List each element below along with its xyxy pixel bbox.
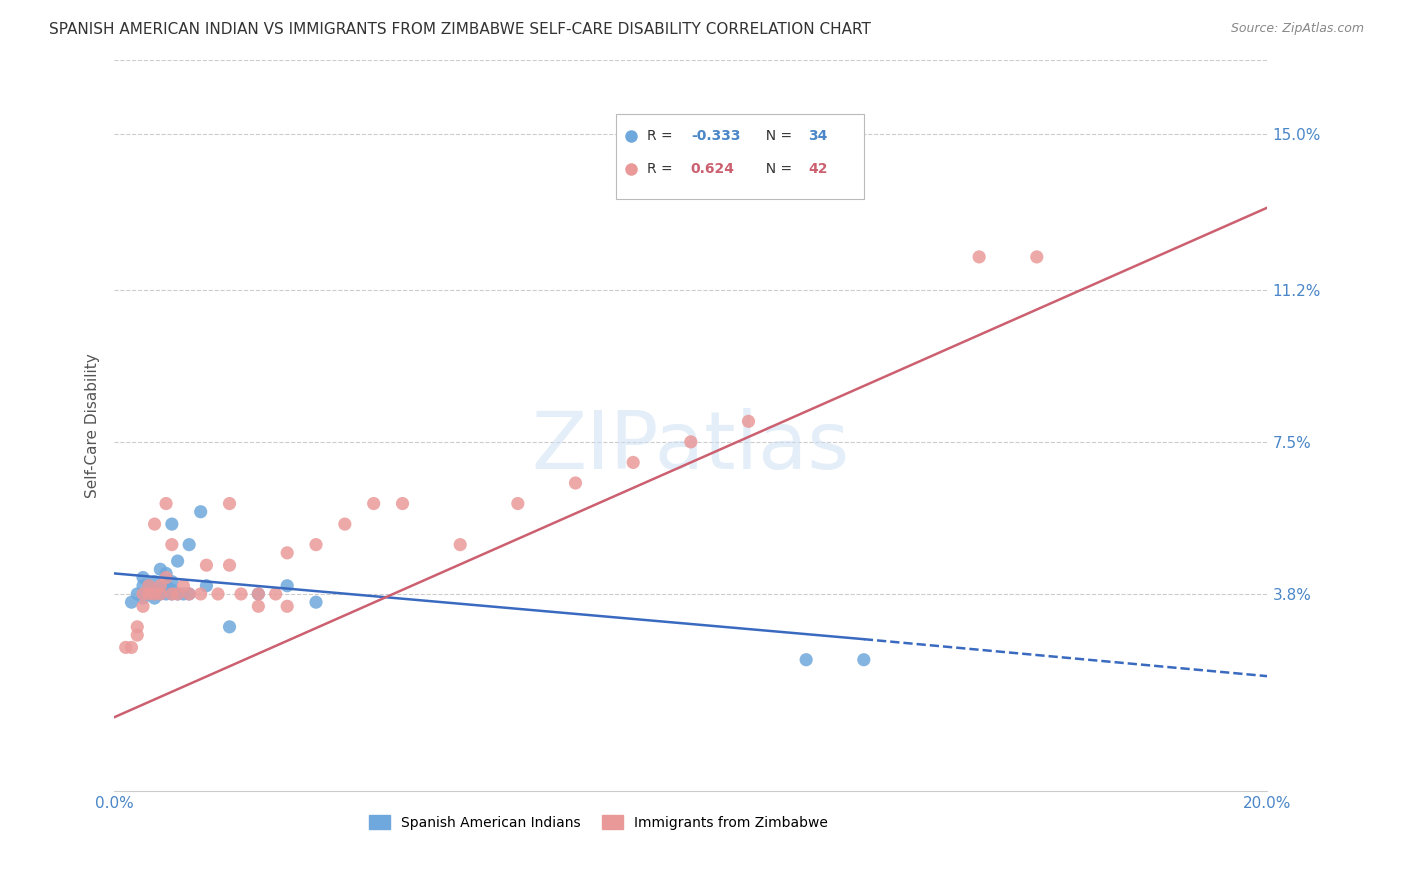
Point	[132, 587, 155, 601]
Point	[132, 591, 155, 605]
Point	[160, 587, 183, 601]
Point	[621, 455, 644, 469]
Point	[160, 582, 183, 597]
Y-axis label: Self-Care Disability: Self-Care Disability	[86, 353, 100, 498]
Point	[218, 558, 240, 573]
Point	[143, 517, 166, 532]
Point	[155, 496, 177, 510]
Point	[143, 574, 166, 589]
Point	[138, 579, 160, 593]
Point	[195, 558, 218, 573]
Text: 34: 34	[808, 129, 828, 144]
Point	[132, 599, 155, 614]
Point	[138, 582, 160, 597]
Point	[852, 653, 875, 667]
Point	[127, 628, 149, 642]
Point	[132, 570, 155, 584]
Point	[138, 587, 160, 601]
Point	[143, 587, 166, 601]
Point	[967, 250, 990, 264]
Point	[149, 587, 172, 601]
Point	[229, 587, 252, 601]
Text: R =: R =	[647, 129, 678, 144]
Point	[737, 414, 759, 428]
Point	[247, 599, 270, 614]
Point	[143, 587, 166, 601]
Point	[333, 517, 356, 532]
Point	[179, 587, 201, 601]
Point	[391, 496, 413, 510]
Point	[138, 579, 160, 593]
Point	[138, 587, 160, 601]
Text: SPANISH AMERICAN INDIAN VS IMMIGRANTS FROM ZIMBABWE SELF-CARE DISABILITY CORRELA: SPANISH AMERICAN INDIAN VS IMMIGRANTS FR…	[49, 22, 872, 37]
Legend: Spanish American Indians, Immigrants from Zimbabwe: Spanish American Indians, Immigrants fro…	[364, 810, 834, 836]
Point	[506, 496, 529, 510]
Point	[155, 579, 177, 593]
Point	[190, 505, 212, 519]
Point	[247, 587, 270, 601]
Point	[276, 579, 298, 593]
Point	[264, 587, 287, 601]
Point	[190, 587, 212, 601]
Point	[149, 579, 172, 593]
Point	[305, 595, 328, 609]
Point	[449, 538, 471, 552]
Point	[155, 566, 177, 581]
Point	[1025, 250, 1047, 264]
Point	[276, 599, 298, 614]
Point	[218, 496, 240, 510]
Point	[207, 587, 229, 601]
Point	[114, 640, 136, 655]
Point	[363, 496, 385, 510]
Text: 0.624: 0.624	[690, 162, 735, 177]
Point	[143, 591, 166, 605]
Point	[132, 579, 155, 593]
Point	[166, 587, 188, 601]
Point	[247, 587, 270, 601]
Text: -0.333: -0.333	[690, 129, 741, 144]
Text: ZIPatlas: ZIPatlas	[531, 409, 849, 486]
Point	[127, 620, 149, 634]
Text: Source: ZipAtlas.com: Source: ZipAtlas.com	[1230, 22, 1364, 36]
Point	[155, 570, 177, 584]
Point	[155, 587, 177, 601]
Point	[160, 538, 183, 552]
Point	[179, 538, 201, 552]
Point	[172, 579, 194, 593]
Point	[276, 546, 298, 560]
Point	[179, 587, 201, 601]
Point	[127, 587, 149, 601]
Point	[195, 579, 218, 593]
Point	[160, 587, 183, 601]
Point	[794, 653, 817, 667]
Point	[218, 620, 240, 634]
Point	[149, 587, 172, 601]
Text: N =: N =	[756, 162, 796, 177]
Text: N =: N =	[756, 129, 796, 144]
Point	[121, 640, 143, 655]
Point	[679, 434, 702, 449]
Point	[121, 595, 143, 609]
Point	[305, 538, 328, 552]
Point	[564, 475, 586, 490]
Point	[166, 554, 188, 568]
Point	[149, 582, 172, 597]
Point	[160, 574, 183, 589]
Point	[160, 517, 183, 532]
FancyBboxPatch shape	[616, 114, 863, 199]
Text: 42: 42	[808, 162, 828, 177]
Point	[149, 562, 172, 576]
Point	[166, 587, 188, 601]
Point	[172, 587, 194, 601]
Text: R =: R =	[647, 162, 678, 177]
